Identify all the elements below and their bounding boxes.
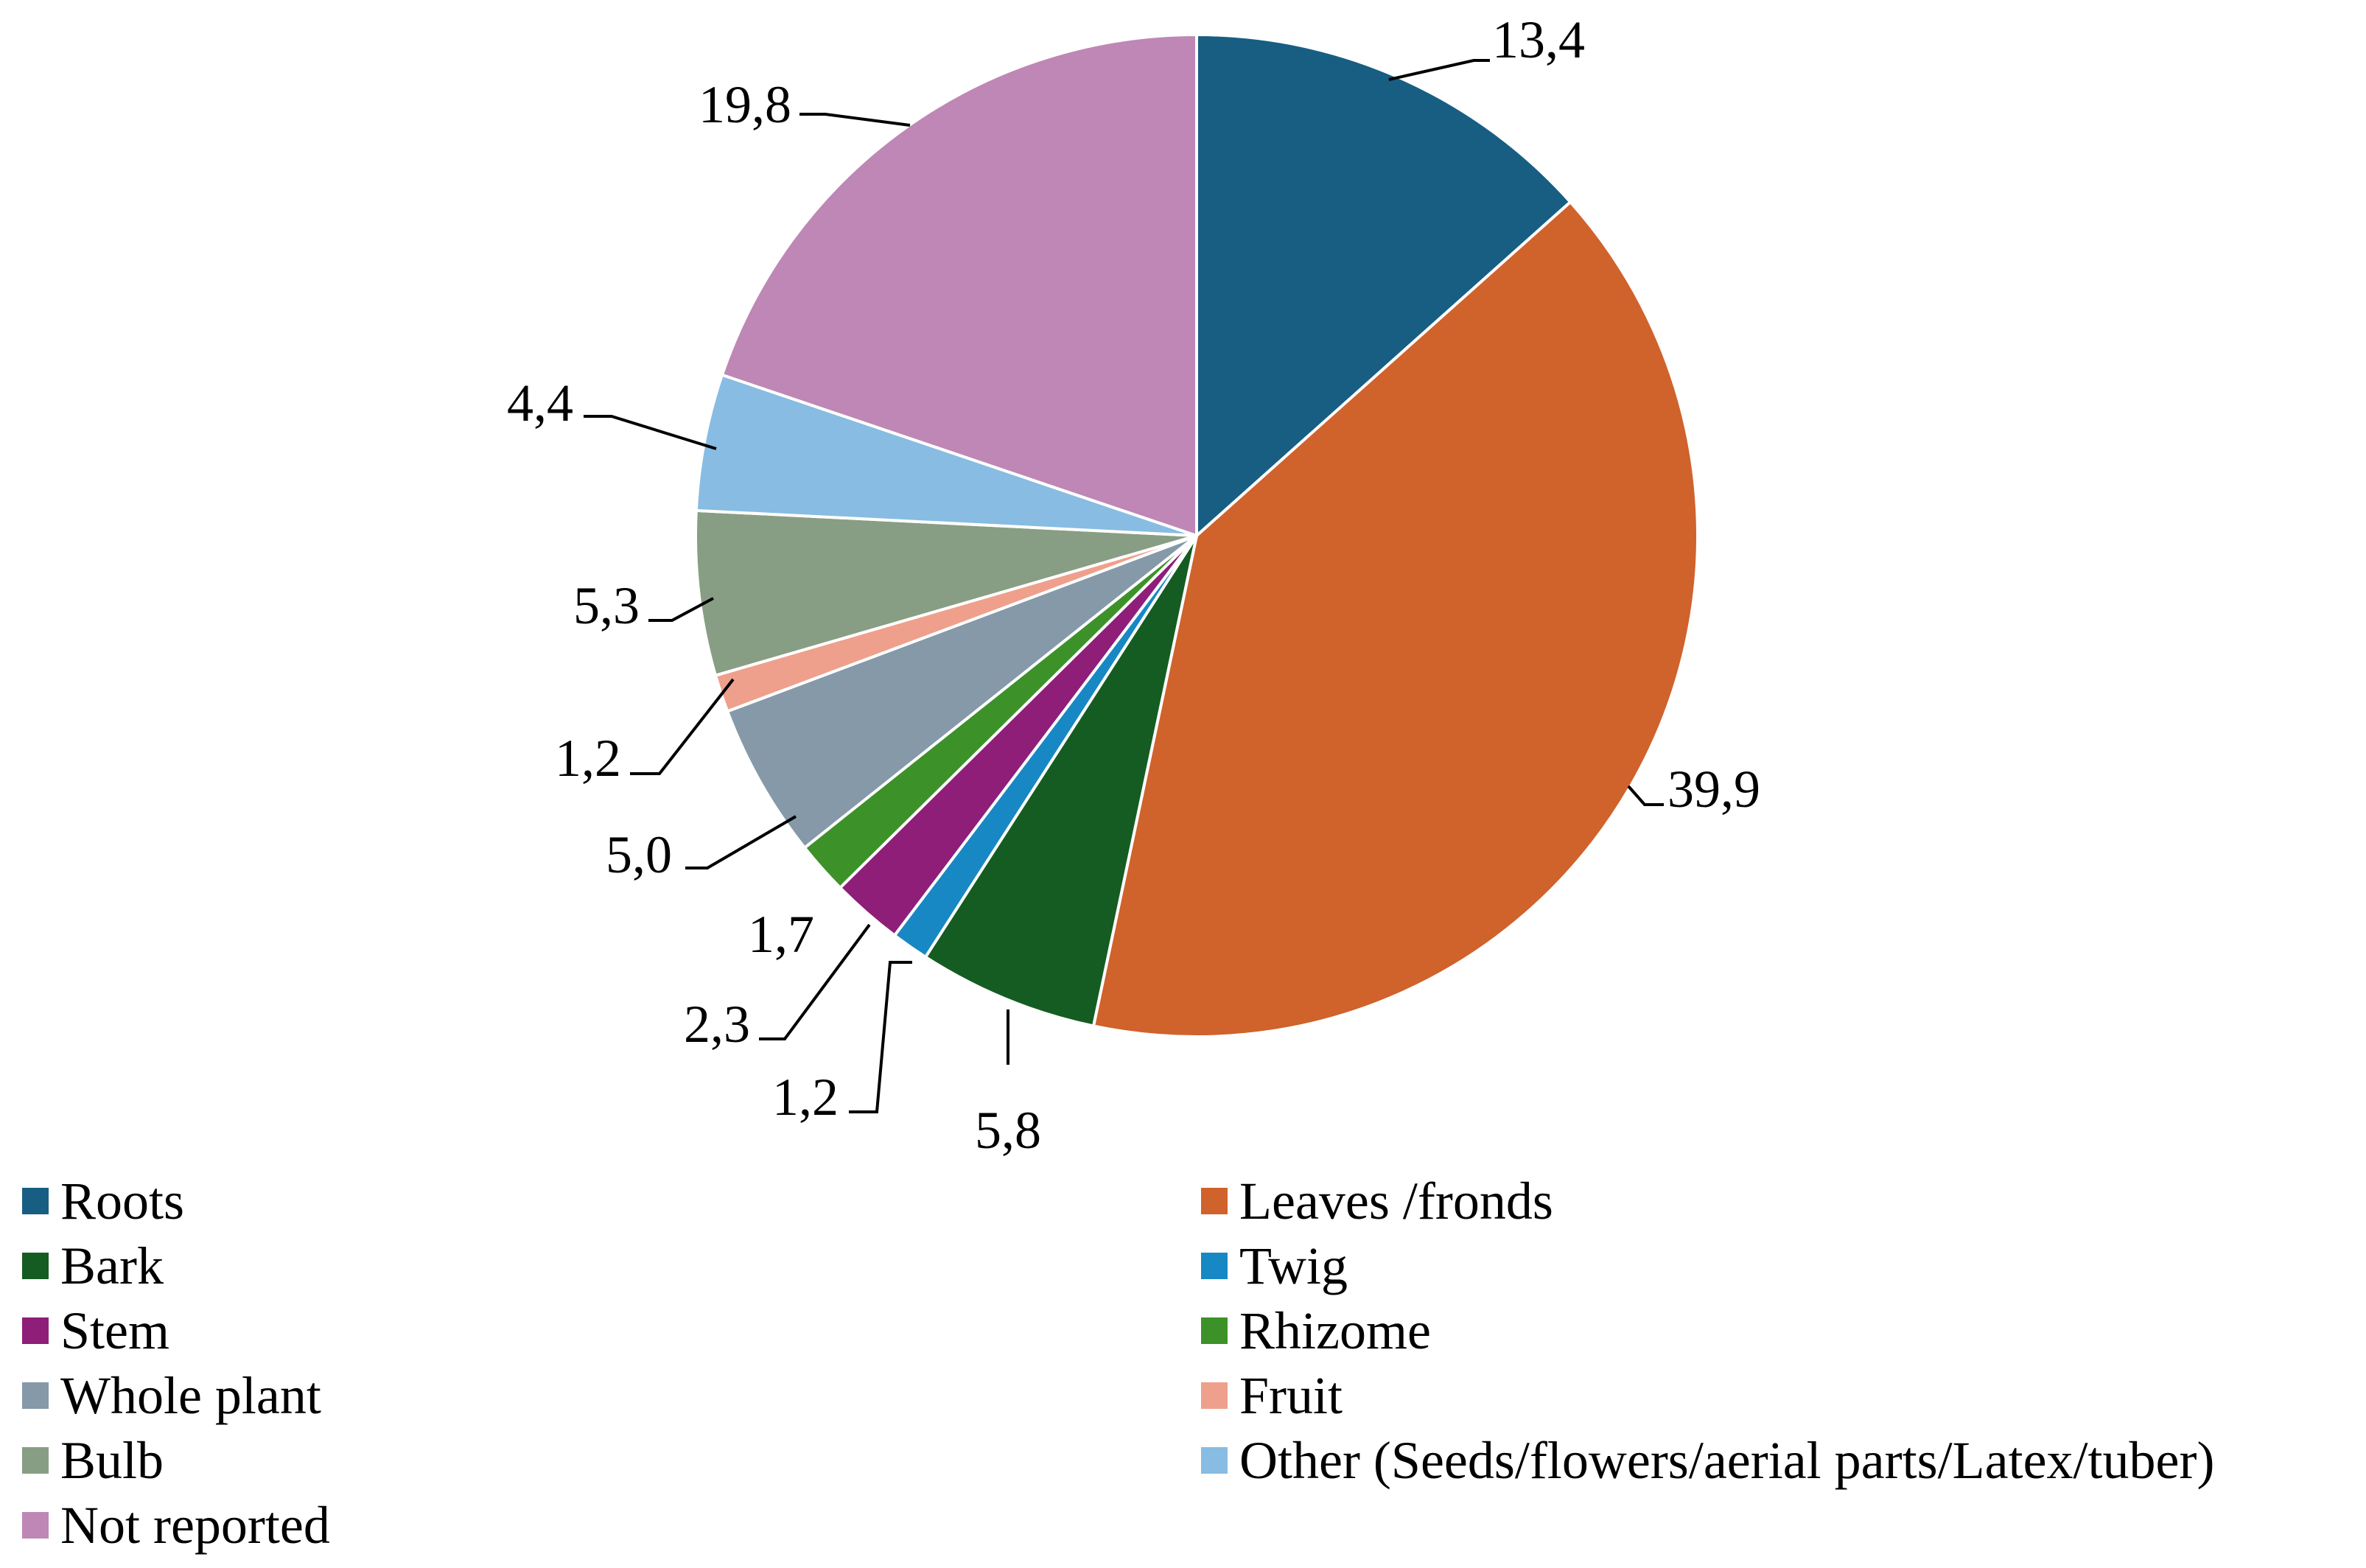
data-label-bark: 5,8	[975, 1101, 1041, 1160]
legend-item-bark: Bark	[22, 1236, 164, 1295]
leader-line-not-reported	[799, 113, 911, 127]
leader-lines	[584, 59, 1664, 1113]
leader-line-roots	[1388, 59, 1490, 81]
legend-label-fruit: Fruit	[1239, 1366, 1343, 1425]
legend-label-twig: Twig	[1239, 1236, 1348, 1295]
legend-label-not-reported: Not reported	[60, 1496, 330, 1555]
legend-item-twig: Twig	[1201, 1236, 1348, 1295]
leader-line-whole-plant	[685, 815, 797, 869]
leader-line-leaves-fronds	[1627, 785, 1664, 806]
legend-label-stem: Stem	[60, 1301, 169, 1360]
legend-item-fruit: Fruit	[1201, 1366, 1343, 1425]
legend-item-other-seeds-flowers-aerial-parts-latex-tuber: Other (Seeds/flowers/aerial parts/Latex/…	[1201, 1431, 2214, 1490]
legend-swatch-roots	[22, 1188, 49, 1214]
legend-swatch-bulb	[22, 1447, 49, 1474]
data-labels: 13,4 39,9 5,8 1,2 2,3 1,7 5,0 1,2 5,3 4,4 19,8	[507, 10, 1760, 1160]
pie-slice-whole-plant	[725, 534, 1198, 850]
legend-swatch-stem	[22, 1317, 49, 1344]
leader-line-bulb	[648, 597, 714, 622]
legend-item-bulb: Bulb	[22, 1431, 164, 1490]
legend-swatch-bark	[22, 1253, 49, 1279]
legend-label-bark: Bark	[60, 1236, 164, 1295]
leader-line-other-seeds-flowers-aerial-parts-latex-tuber	[584, 415, 717, 450]
legend: Roots Leaves /fronds Bark Twig Stem Rhizome W…	[22, 1172, 2214, 1555]
legend-swatch-fruit	[1201, 1382, 1228, 1409]
data-label-whole-plant: 5,0	[606, 825, 672, 884]
legend-item-roots: Roots	[22, 1172, 184, 1231]
data-label-leaves-fronds: 39,9	[1667, 760, 1760, 819]
data-label-other-seeds-flowers-aerial-parts-latex-tuber: 4,4	[507, 374, 573, 433]
legend-swatch-twig	[1201, 1253, 1228, 1279]
legend-label-whole-plant: Whole plant	[60, 1366, 321, 1425]
pie-slice-bulb	[694, 508, 1197, 678]
data-label-twig: 1,2	[772, 1068, 839, 1127]
legend-label-leaves-fronds: Leaves /fronds	[1239, 1172, 1553, 1231]
legend-swatch-rhizome	[1201, 1317, 1228, 1344]
legend-label-bulb: Bulb	[60, 1431, 164, 1490]
legend-swatch-leaves-fronds	[1201, 1188, 1228, 1214]
pie-slice-not-reported	[720, 32, 1198, 538]
pie-slice-roots	[1195, 32, 1573, 539]
data-label-not-reported: 19,8	[699, 75, 791, 134]
data-label-bulb: 5,3	[573, 576, 640, 635]
legend-swatch-not-reported	[22, 1512, 49, 1539]
data-label-roots: 13,4	[1492, 10, 1585, 69]
legend-item-leaves-fronds: Leaves /fronds	[1201, 1172, 1553, 1231]
pie-slice-other-seeds-flowers-aerial-parts-latex-tuber	[694, 373, 1197, 537]
data-label-stem: 2,3	[684, 995, 750, 1054]
pie-slices	[694, 32, 1700, 1038]
legend-swatch-other-seeds-flowers-aerial-parts-latex-tuber	[1201, 1447, 1228, 1474]
data-label-rhizome: 1,7	[748, 905, 814, 964]
leader-line-twig	[849, 961, 912, 1113]
legend-item-not-reported: Not reported	[22, 1496, 330, 1555]
legend-item-whole-plant: Whole plant	[22, 1366, 321, 1425]
leader-line-stem	[759, 923, 871, 1040]
legend-item-stem: Stem	[22, 1301, 169, 1360]
legend-label-roots: Roots	[60, 1172, 184, 1231]
legend-item-rhizome: Rhizome	[1201, 1301, 1431, 1360]
legend-label-rhizome: Rhizome	[1239, 1301, 1431, 1360]
legend-label-other-seeds-flowers-aerial-parts-latex-tuber: Other (Seeds/flowers/aerial parts/Latex/…	[1239, 1431, 2214, 1490]
pie-slice-bark	[923, 534, 1198, 1028]
legend-swatch-whole-plant	[22, 1382, 49, 1409]
leader-line-fruit	[630, 678, 735, 775]
data-label-fruit: 1,2	[555, 729, 621, 788]
